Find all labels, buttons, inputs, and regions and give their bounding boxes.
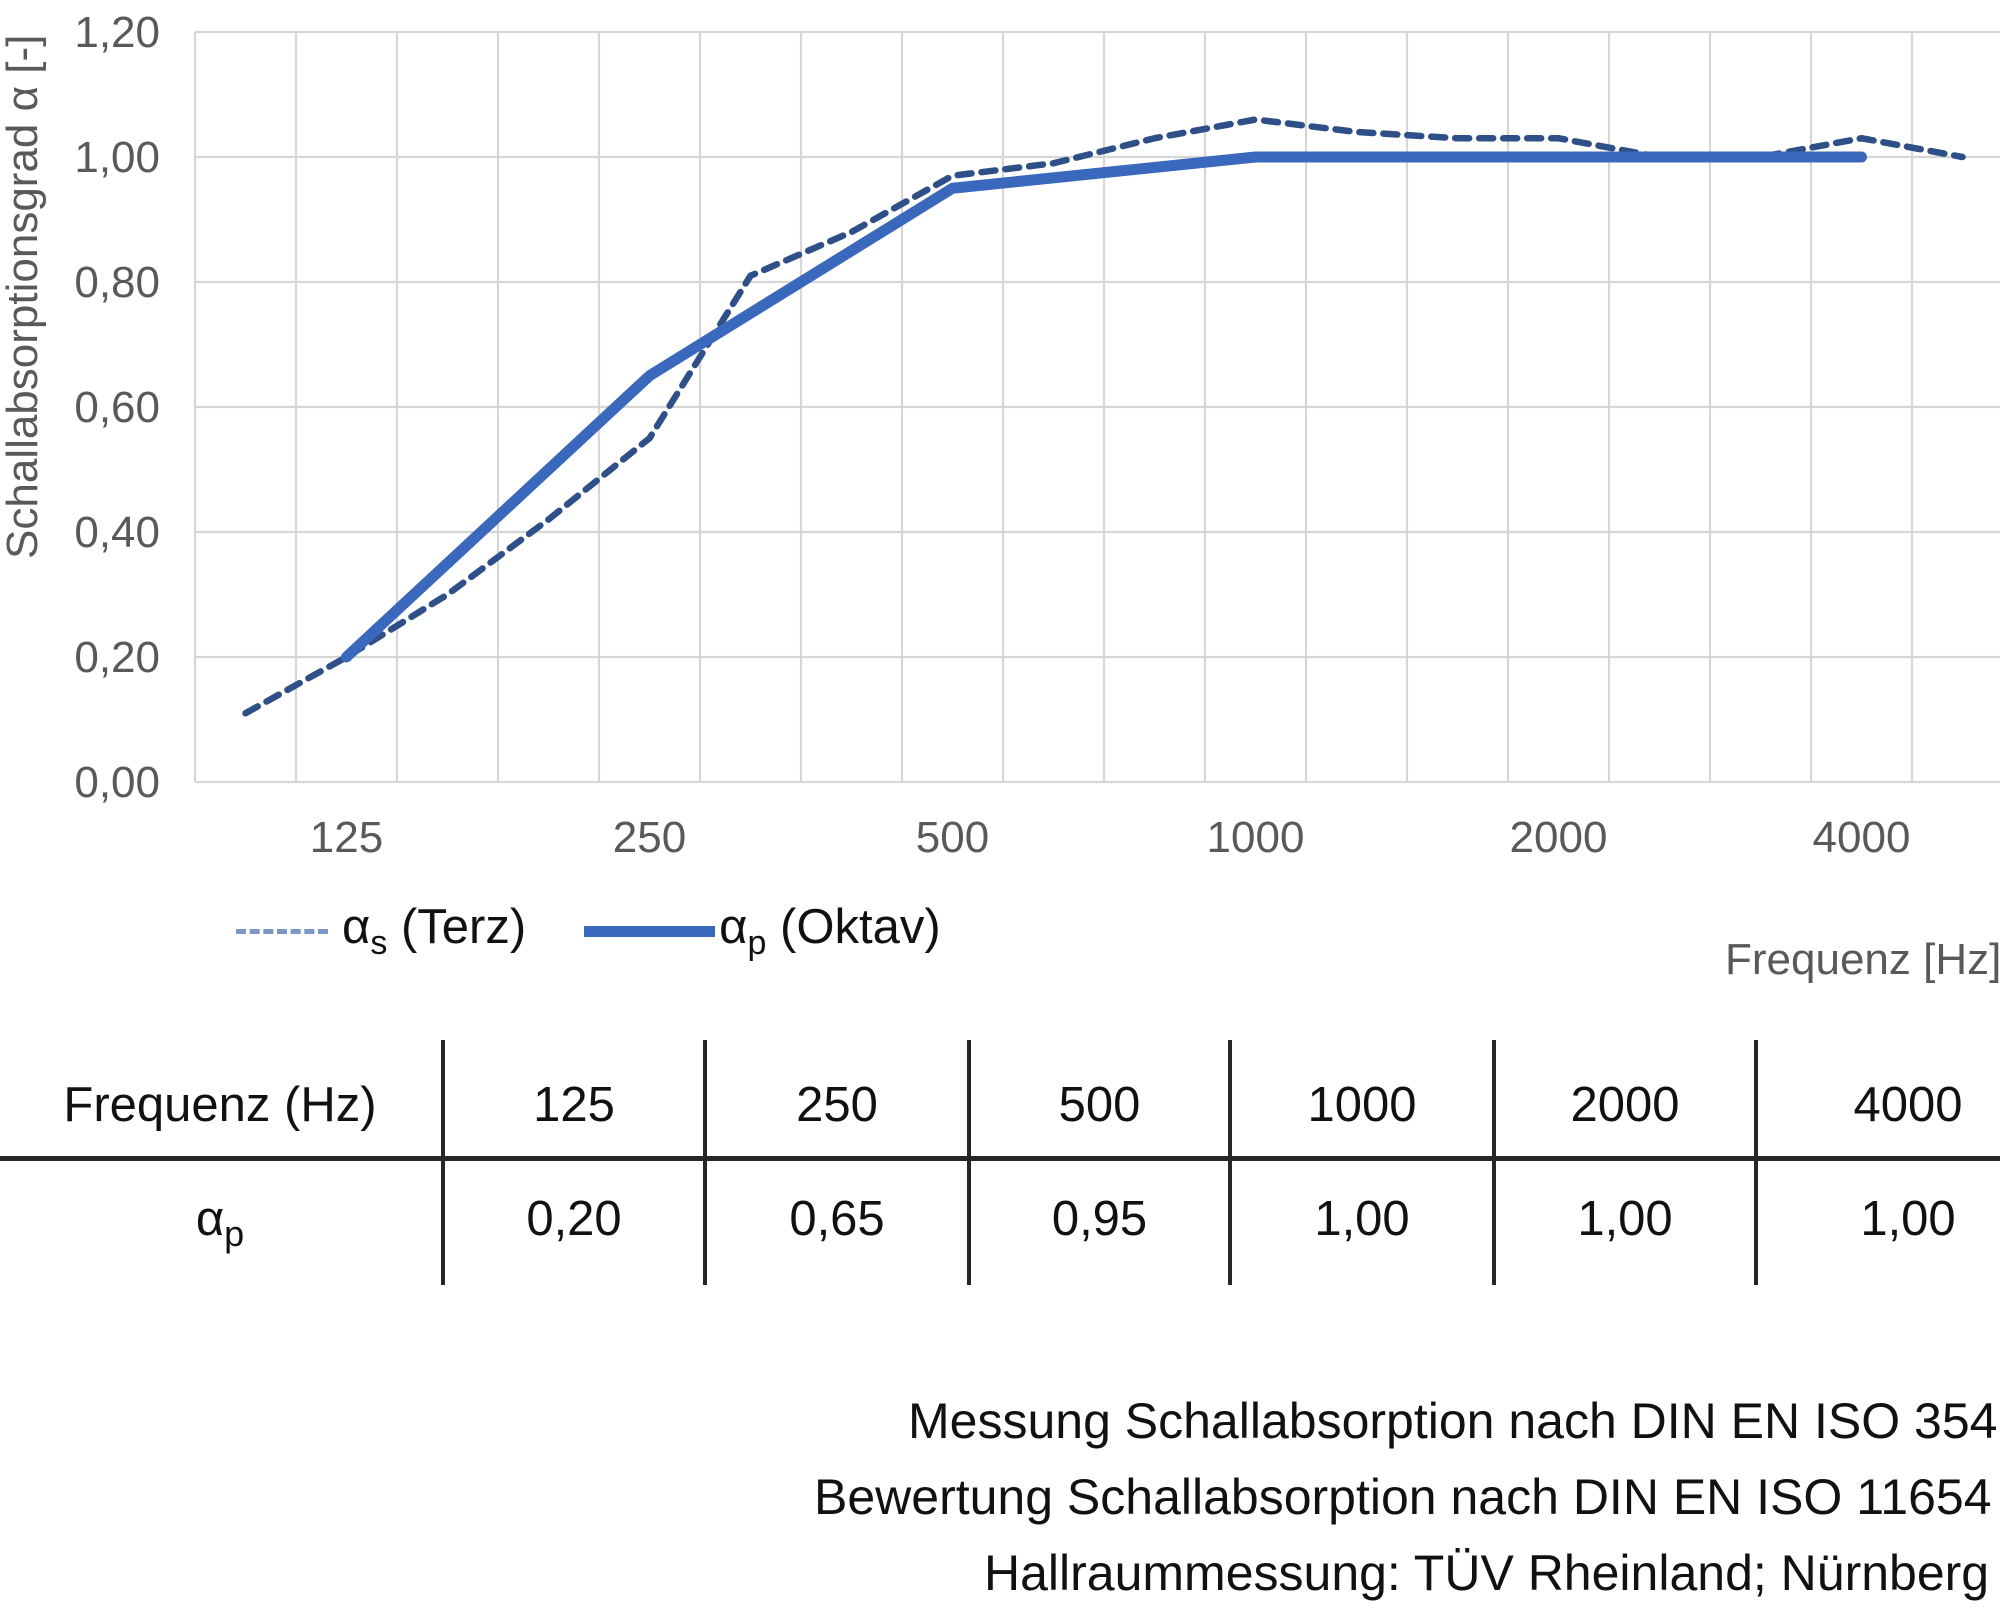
table-value-cell: 1,00: [1860, 1192, 1956, 1246]
y-tick-label: 1,00: [74, 133, 160, 182]
x-tick-label: 1000: [1207, 813, 1305, 862]
table-column-separator: [1492, 1040, 1496, 1285]
table-header-cell: 500: [1058, 1078, 1141, 1132]
y-tick-label: 0,80: [74, 258, 160, 307]
y-tick-label: 0,20: [74, 633, 160, 682]
x-tick-label: 125: [310, 813, 383, 862]
table-header-cell: 1000: [1307, 1078, 1417, 1132]
table-value-cell: 0,65: [789, 1192, 885, 1246]
table-header-cell: 2000: [1570, 1078, 1680, 1132]
table-row1-label: Frequenz (Hz): [63, 1078, 377, 1132]
table-header-cell: 125: [533, 1078, 615, 1132]
chart-legend: αs (Terz) αp (Oktav): [236, 900, 941, 962]
table-row2-label: αp: [195, 1192, 245, 1254]
y-tick-label: 0,60: [74, 383, 160, 432]
x-tick-label: 500: [916, 813, 989, 862]
table-column-separator: [967, 1040, 971, 1285]
table-value-cell: 1,00: [1577, 1192, 1673, 1246]
table-value-cell: 0,95: [1051, 1192, 1148, 1246]
table-header-divider: [0, 1156, 2000, 1161]
table-column-separator: [1228, 1040, 1232, 1285]
table-header-cell: 250: [796, 1078, 878, 1132]
footer-line-hallraummessung: Hallraummessung: TÜV Rheinland; Nürnberg: [984, 1545, 1990, 1601]
table-value-cell: 0,20: [526, 1192, 622, 1246]
footer-line-bewertung: Bewertung Schallabsorption nach DIN EN I…: [814, 1469, 1992, 1525]
y-tick-label: 0,00: [74, 758, 160, 807]
legend-label-alpha-p: αp (Oktav): [719, 900, 941, 962]
legend-label-alpha-s: αs (Terz): [342, 900, 527, 962]
y-tick-label: 0,40: [74, 508, 160, 557]
x-tick-label: 250: [613, 813, 686, 862]
x-axis-title: Frequenz [Hz]: [1725, 935, 2000, 984]
y-tick-label: 1,20: [74, 8, 160, 57]
table-value-cell: 1,00: [1314, 1192, 1410, 1246]
x-tick-label: 2000: [1510, 813, 1608, 862]
table-header-cell: 4000: [1853, 1078, 1963, 1132]
footer-line-messung: Messung Schallabsorption nach DIN EN ISO…: [908, 1393, 1998, 1449]
table-column-separator: [1754, 1040, 1758, 1285]
legend-solid-line-sample: [584, 925, 716, 937]
table-column-separator: [703, 1040, 707, 1285]
table-column-separator: [441, 1040, 445, 1285]
x-tick-label: 4000: [1813, 813, 1911, 862]
legend-dashed-line-sample: [236, 928, 328, 934]
absorption-chart: 0,00 0,20 0,40 0,60 0,80 1,00 1,20 125 250 500 100…: [74, 8, 2000, 862]
y-axis-title: Schallabsorptionsgrad α [-]: [0, 34, 47, 560]
alpha-p-oktav-line: [341, 151, 1867, 663]
